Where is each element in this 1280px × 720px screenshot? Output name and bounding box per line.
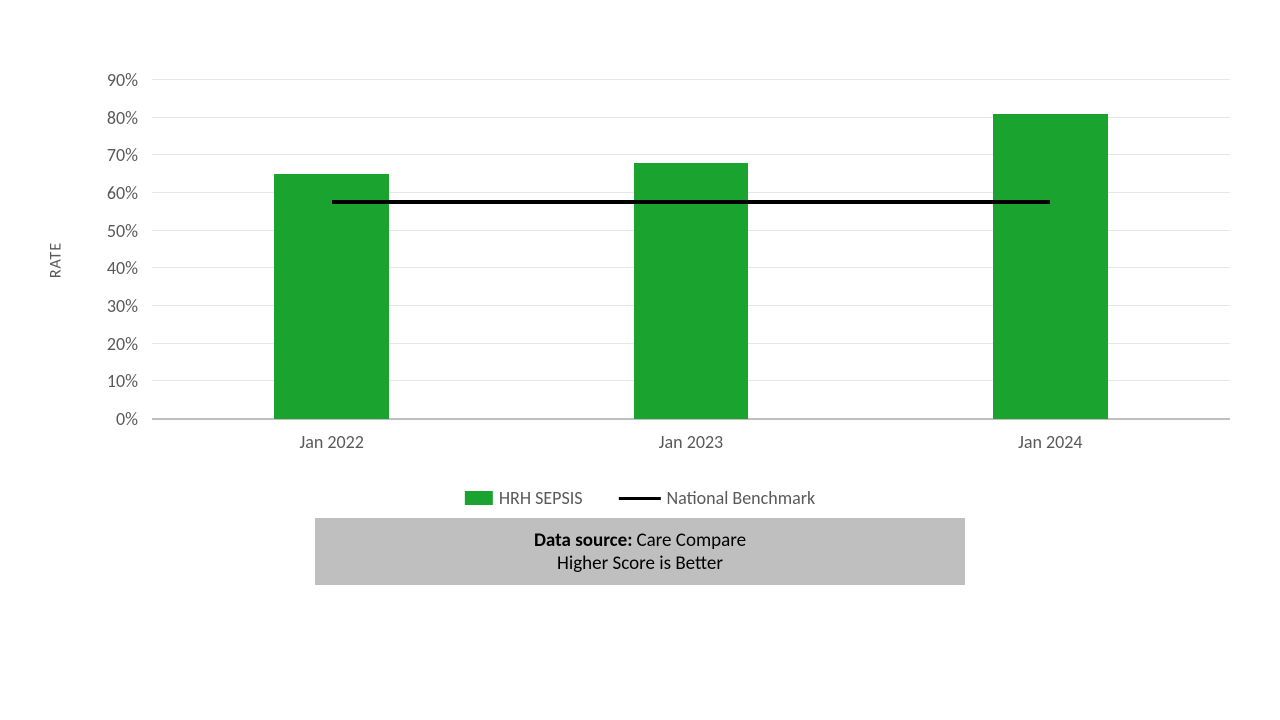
bar [993,114,1108,419]
y-tick-label: 0% [116,408,138,430]
x-tick-label: Jan 2024 [1018,431,1082,453]
plot-area: 0%10%20%30%40%50%60%70%80%90%Jan 2022Jan… [152,80,1230,420]
legend-item: HRH SEPSIS [465,487,583,509]
y-tick-label: 70% [107,144,138,166]
x-tick-label: Jan 2022 [299,431,363,453]
x-tick-label: Jan 2023 [659,431,723,453]
y-tick-label: 10% [107,370,138,392]
y-tick-label: 40% [107,257,138,279]
y-tick-label: 50% [107,220,138,242]
legend-swatch-line [619,497,661,500]
legend-label: HRH SEPSIS [499,487,583,509]
legend-item: National Benchmark [619,487,816,509]
y-tick-label: 20% [107,333,138,355]
y-tick-label: 80% [107,107,138,129]
y-tick-label: 90% [107,69,138,91]
source-note: Higher Score is Better [557,552,723,575]
y-tick-label: 60% [107,182,138,204]
legend: HRH SEPSIS National Benchmark [465,487,815,509]
source-label: Data source: [534,529,633,552]
bar [274,174,389,419]
y-axis-label: RATE [47,242,66,278]
legend-label: National Benchmark [667,487,816,509]
source-value: Care Compare [636,529,746,552]
legend-swatch-bar [465,491,493,505]
grid-line [152,79,1230,80]
benchmark-line [332,200,1051,204]
data-source-box: Data source: Care Compare Higher Score i… [315,518,965,585]
chart-container: RATE 0%10%20%30%40%50%60%70%80%90%Jan 20… [60,80,1230,440]
y-tick-label: 30% [107,295,138,317]
